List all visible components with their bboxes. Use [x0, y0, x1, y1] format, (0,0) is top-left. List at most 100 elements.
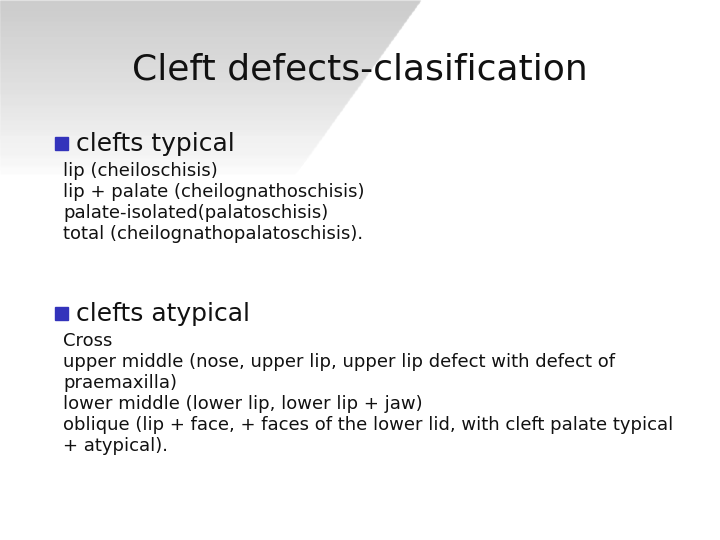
Bar: [0, 97, 350, 98]
Bar: [0, 153, 310, 154]
Bar: [0, 142, 318, 143]
Text: clefts typical: clefts typical: [76, 132, 235, 156]
Bar: [0, 73, 367, 74]
Bar: [0, 108, 342, 109]
Bar: [0, 98, 349, 99]
Bar: [0, 140, 319, 141]
Bar: [0, 83, 360, 84]
Bar: [0, 171, 297, 172]
Bar: [0, 61, 376, 62]
Bar: [0, 126, 329, 127]
Bar: [0, 84, 359, 85]
Bar: [0, 85, 359, 86]
Bar: [0, 10, 413, 11]
Bar: [0, 102, 346, 103]
Bar: [0, 123, 331, 124]
Bar: [0, 68, 371, 69]
Bar: [0, 138, 320, 139]
Bar: [0, 64, 374, 65]
Bar: [0, 59, 377, 60]
Bar: [0, 70, 369, 71]
Bar: [0, 113, 338, 114]
Bar: [0, 24, 402, 25]
Bar: [0, 47, 386, 48]
Bar: [0, 162, 303, 163]
Bar: [0, 109, 341, 110]
Bar: [0, 105, 344, 106]
Bar: [0, 152, 310, 153]
Bar: [0, 157, 307, 158]
Bar: [0, 168, 299, 169]
Bar: [0, 124, 330, 125]
Bar: [0, 30, 398, 31]
Bar: [0, 100, 348, 101]
Text: clefts atypical: clefts atypical: [76, 301, 250, 326]
Text: Cleft defects-clasification: Cleft defects-clasification: [132, 52, 588, 86]
Text: total (cheilognathopalatoschisis).: total (cheilognathopalatoschisis).: [63, 225, 363, 243]
Bar: [55, 307, 68, 320]
Bar: [0, 112, 339, 113]
Bar: [0, 33, 396, 34]
Bar: [0, 135, 323, 136]
Bar: [0, 127, 328, 128]
Bar: [0, 125, 330, 126]
Bar: [0, 1, 419, 2]
Bar: [0, 39, 392, 40]
Bar: [0, 41, 390, 42]
Bar: [0, 16, 408, 17]
Bar: [0, 161, 304, 162]
Bar: [0, 147, 314, 148]
Bar: [0, 55, 380, 56]
Bar: [0, 54, 381, 55]
Bar: [0, 115, 337, 116]
Bar: [0, 27, 400, 28]
Bar: [0, 92, 354, 93]
Text: Cross: Cross: [63, 332, 112, 350]
Bar: [0, 23, 403, 24]
Bar: [0, 128, 328, 129]
Bar: [0, 78, 364, 79]
Bar: [0, 15, 409, 16]
Bar: [0, 12, 411, 13]
Bar: [0, 170, 297, 171]
Text: lower middle (lower lip, lower lip + jaw): lower middle (lower lip, lower lip + jaw…: [63, 395, 423, 413]
Text: palate-isolated(palatoschisis): palate-isolated(palatoschisis): [63, 204, 328, 222]
Bar: [0, 159, 305, 160]
Bar: [0, 145, 315, 146]
Bar: [0, 3, 418, 4]
Bar: [0, 120, 333, 121]
Bar: [0, 89, 356, 90]
Bar: [0, 93, 353, 94]
Bar: [0, 80, 362, 81]
Bar: [0, 122, 332, 123]
Bar: [0, 14, 410, 15]
Bar: [0, 156, 307, 157]
Bar: [0, 77, 364, 78]
Bar: [0, 130, 326, 131]
Bar: [0, 163, 302, 164]
Bar: [0, 106, 343, 107]
Bar: [0, 174, 294, 175]
Bar: [0, 37, 393, 38]
Bar: [0, 76, 365, 77]
Bar: [0, 160, 305, 161]
Bar: [0, 117, 336, 118]
Bar: [0, 35, 395, 36]
Bar: [0, 94, 352, 95]
Bar: [0, 101, 347, 102]
Bar: [0, 45, 387, 46]
Bar: [0, 7, 415, 8]
Bar: [0, 44, 388, 45]
Bar: [0, 172, 296, 173]
Bar: [55, 137, 68, 150]
Bar: [0, 67, 372, 68]
Bar: [0, 144, 316, 145]
Bar: [0, 146, 315, 147]
Bar: [0, 9, 413, 10]
Bar: [0, 148, 313, 149]
Bar: [0, 104, 345, 105]
Bar: [0, 110, 341, 111]
Bar: [0, 132, 325, 133]
Bar: [0, 28, 400, 29]
Bar: [0, 151, 311, 152]
